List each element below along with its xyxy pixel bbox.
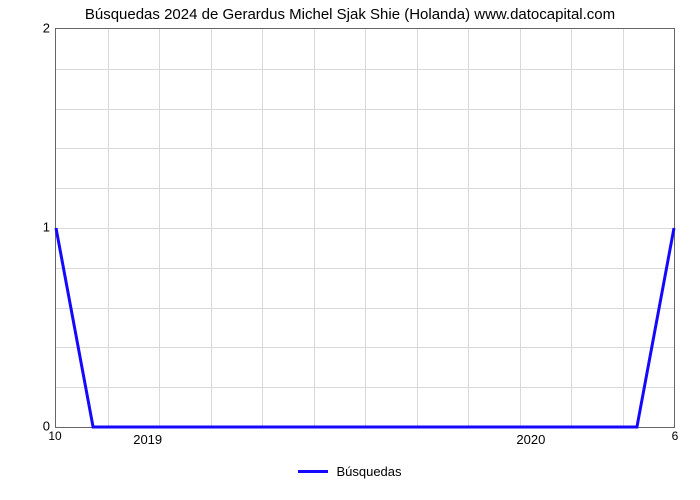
plot-area	[55, 28, 675, 428]
x-corner-left: 10	[48, 429, 61, 443]
y-tick-label: 2	[10, 21, 50, 36]
chart-container: Búsquedas 2024 de Gerardus Michel Sjak S…	[0, 0, 700, 500]
legend-swatch	[298, 470, 328, 473]
x-tick-label: 2020	[516, 432, 545, 447]
legend: Búsquedas	[0, 460, 700, 479]
line-series	[56, 29, 674, 427]
x-corner-right: 6	[672, 429, 679, 443]
chart-title: Búsquedas 2024 de Gerardus Michel Sjak S…	[0, 6, 700, 23]
x-tick-label: 2019	[133, 432, 162, 447]
legend-item: Búsquedas	[298, 464, 401, 479]
y-tick-label: 0	[10, 419, 50, 434]
y-tick-label: 1	[10, 220, 50, 235]
legend-label: Búsquedas	[336, 464, 401, 479]
